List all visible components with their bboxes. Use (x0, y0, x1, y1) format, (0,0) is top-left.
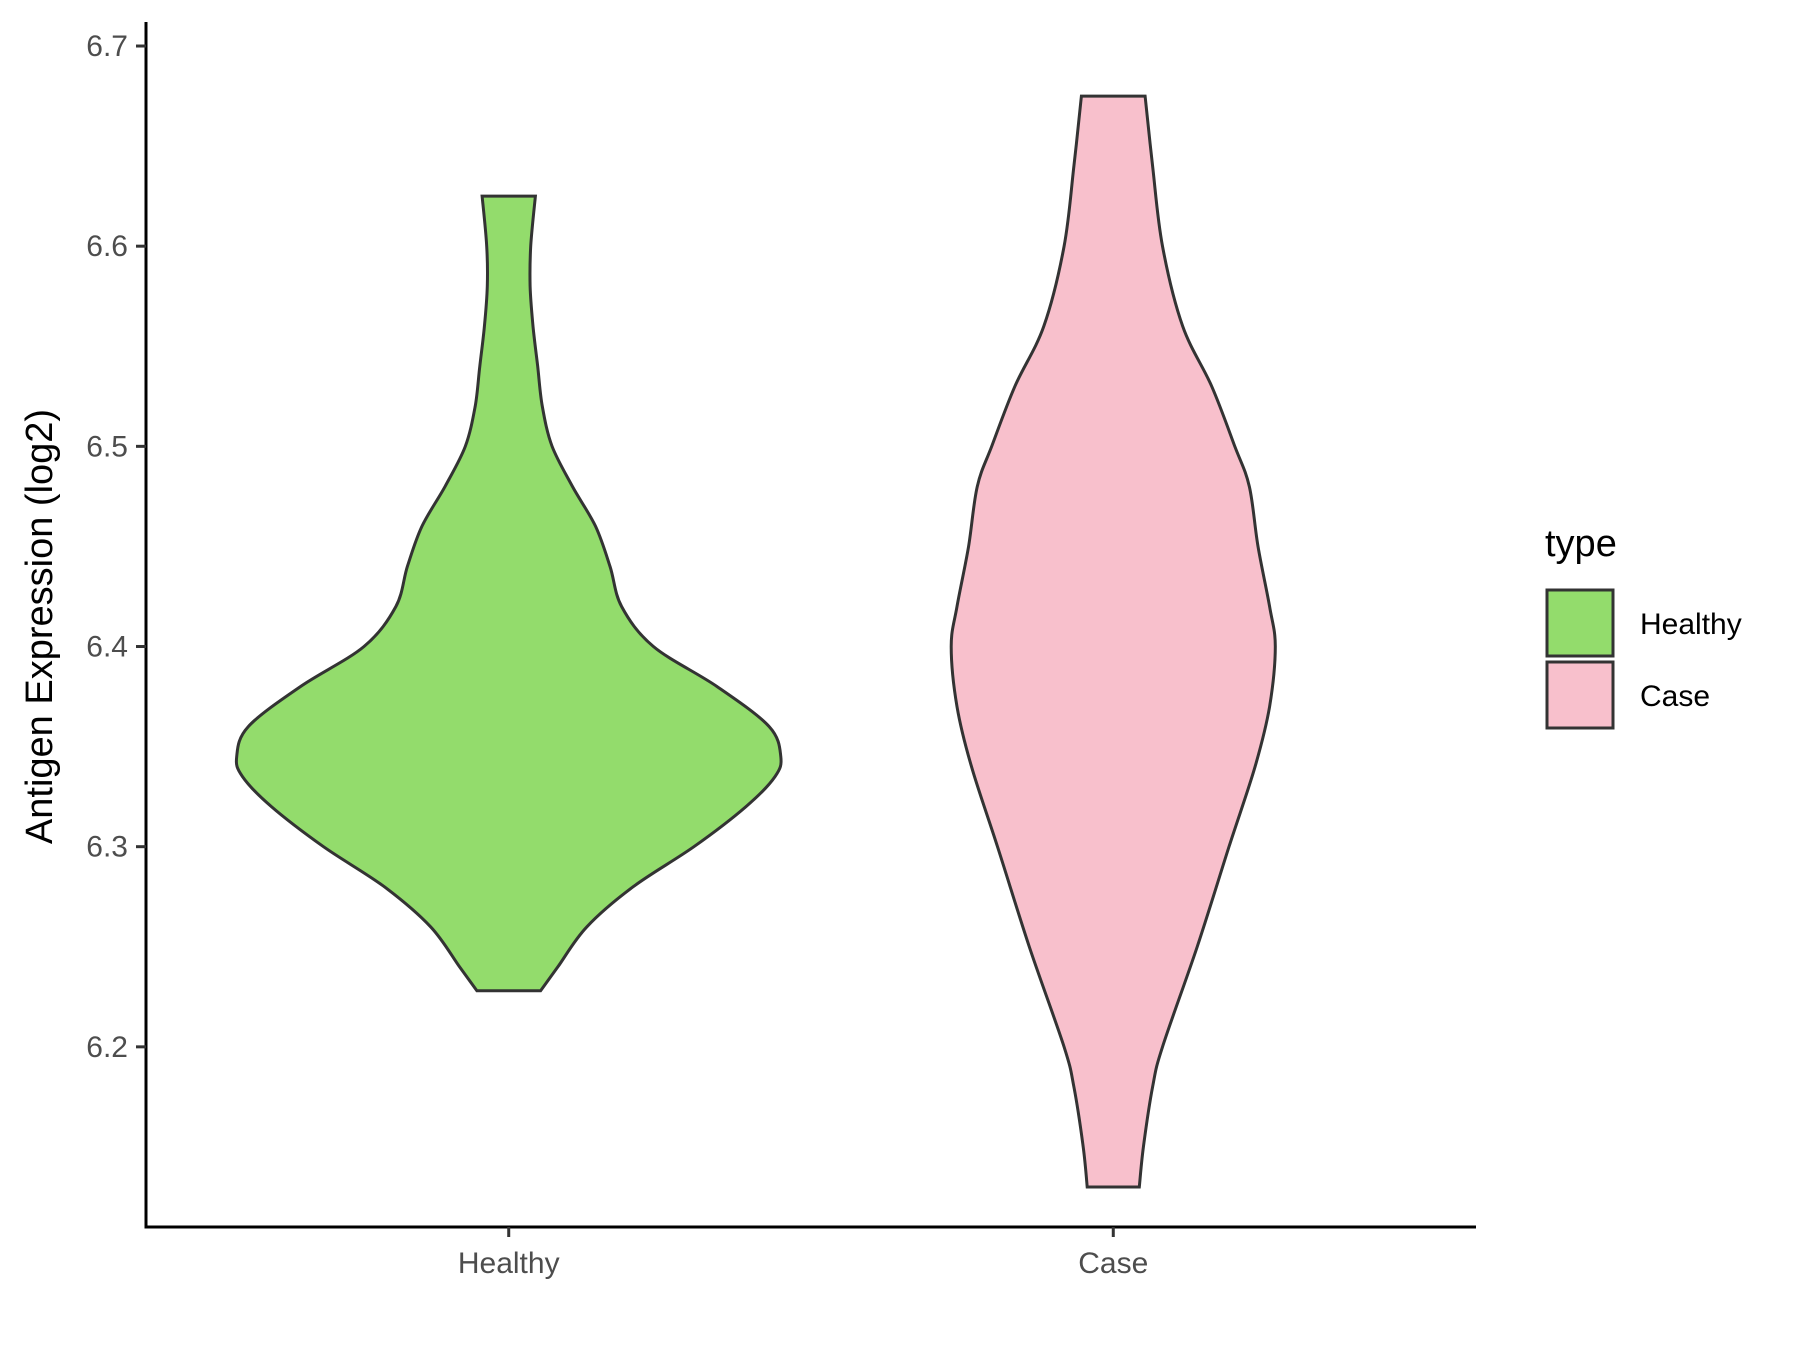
y-tick-label: 6.6 (86, 230, 128, 263)
x-axis-ticks: Healthy Case (458, 1227, 1148, 1280)
legend-label-case: Case (1640, 680, 1710, 713)
legend: type Healthy Case (1545, 523, 1742, 730)
legend-label-healthy: Healthy (1640, 608, 1742, 641)
y-tick-label: 6.5 (86, 430, 128, 463)
violin-case (949, 94, 1277, 1189)
legend-title: type (1545, 523, 1617, 565)
violin-layer (234, 94, 1277, 1189)
y-tick-label: 6.4 (86, 631, 128, 664)
y-tick-label: 6.3 (86, 831, 128, 864)
violin-healthy (234, 194, 783, 993)
legend-key-case (1545, 660, 1615, 730)
legend-entries: Healthy Case (1545, 588, 1742, 730)
x-tick-label: Case (1078, 1247, 1148, 1280)
legend-key-healthy (1545, 588, 1615, 658)
y-tick-label: 6.2 (86, 1031, 128, 1064)
axes (144, 22, 1476, 1229)
x-tick-label: Healthy (458, 1247, 560, 1280)
y-axis-title: Antigen Expression (log2) (19, 409, 61, 844)
y-tick-label: 6.7 (86, 30, 128, 63)
y-axis-ticks: 6.2 6.3 6.4 6.5 6.6 6.7 (86, 30, 146, 1064)
